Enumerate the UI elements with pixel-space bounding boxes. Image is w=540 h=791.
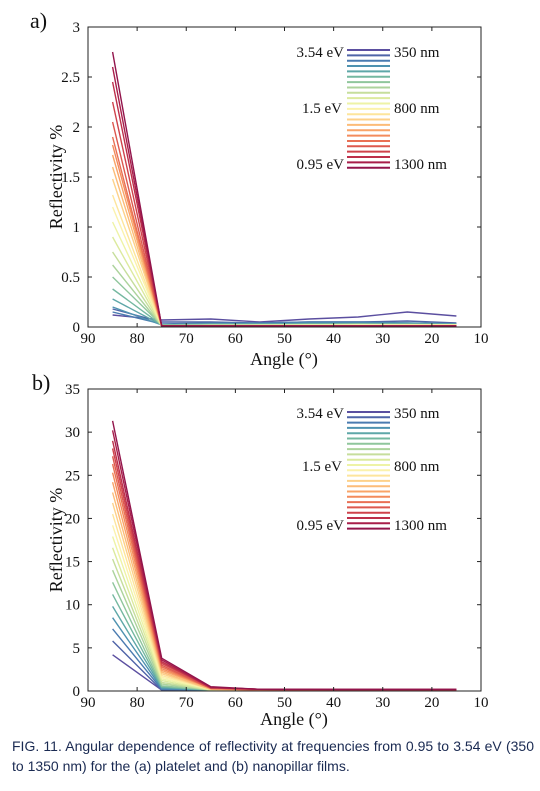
series-line-a-11: [111, 206, 457, 327]
y-tick-label-a: 2: [73, 120, 81, 136]
x-tick-label-b: 90: [81, 695, 96, 711]
series-line-a-6: [112, 276, 457, 326]
panel-b-legend: 3.54 eV 350 nm 1.5 eV 800 nm 0.95 eV 130…: [297, 406, 448, 534]
panel-b-ylabel: Reflectivity %: [46, 488, 66, 592]
panel-b: b) 90 80 70 60 50 40 30 20 10 0 5 10 15 20 25 30 35 Angl…: [32, 370, 489, 730]
legend-a-top-right: 350 nm: [394, 45, 440, 61]
panel-b-ticks: 90 80 70 60 50 40 30 20 10 0 5 10 15 20 25 30 35: [65, 382, 489, 711]
y-tick-label-b: 30: [65, 425, 80, 441]
x-tick-label-a: 60: [228, 331, 243, 347]
x-tick-label-b: 50: [277, 695, 292, 711]
panel-a-series: [111, 51, 457, 327]
series-line-b-20: [111, 440, 457, 691]
y-tick-label-b: 10: [65, 598, 80, 614]
x-tick-label-a: 90: [81, 331, 96, 347]
legend-a-bottom-right: 1300 nm: [394, 157, 447, 173]
legend-b-top-right: 350 nm: [394, 406, 440, 422]
legend-b-bottom-right: 1300 nm: [394, 518, 447, 534]
x-tick-label-a: 20: [424, 331, 439, 347]
panel-a-ticks: 90 80 70 60 50 40 30 20 10 0 0.5 1 1.5 2 2.5 3: [61, 20, 488, 347]
series-line-b-10: [111, 536, 457, 691]
series-line-a-7: [112, 264, 457, 327]
series-line-a-13: [111, 178, 457, 327]
panel-a-legend: 3.54 eV 350 nm 1.5 eV 800 nm 0.95 eV 130…: [297, 45, 448, 173]
x-tick-label-a: 80: [130, 331, 145, 347]
series-line-a-22: [111, 51, 457, 327]
panel-a-xlabel: Angle (°): [250, 349, 318, 370]
legend-b-mid-left: 1.5 eV: [302, 459, 342, 475]
legend-b-bottom-left: 0.95 eV: [297, 518, 345, 534]
x-tick-label-b: 60: [228, 695, 243, 711]
x-tick-label-b: 30: [375, 695, 390, 711]
y-tick-label-b: 15: [65, 555, 80, 571]
y-tick-label-b: 35: [65, 382, 80, 398]
x-tick-label-a: 50: [277, 331, 292, 347]
figure-caption: FIG. 11. Angular dependence of reflectiv…: [12, 738, 534, 774]
y-tick-label-b: 5: [73, 641, 81, 657]
series-line-b-18: [111, 456, 457, 691]
panel-label-b: b): [32, 370, 50, 395]
x-tick-label-b: 20: [424, 695, 439, 711]
series-line-a-12: [111, 194, 457, 327]
x-tick-label-a: 10: [474, 331, 489, 347]
panel-label-a: a): [30, 8, 47, 33]
legend-a-mid-right: 800 nm: [394, 101, 440, 117]
series-line-a-15: [111, 154, 457, 327]
y-tick-label-a: 2.5: [61, 70, 80, 86]
series-line-b-8: [111, 558, 457, 691]
x-tick-label-a: 40: [326, 331, 341, 347]
legend-b-mid-right: 800 nm: [394, 459, 440, 475]
series-line-a-20: [111, 81, 457, 327]
series-line-b-7: [111, 569, 457, 691]
legend-a-mid-left: 1.5 eV: [302, 101, 342, 117]
y-tick-label-a: 0.5: [61, 270, 80, 286]
legend-a-top-left: 3.54 eV: [297, 45, 345, 61]
legend-a-bottom-left: 0.95 eV: [297, 157, 345, 173]
series-line-a-10: [111, 221, 457, 327]
series-line-b-17: [111, 463, 457, 691]
y-tick-label-a: 3: [73, 20, 81, 36]
series-line-b-19: [111, 448, 457, 691]
y-tick-label-b: 20: [65, 511, 80, 527]
y-tick-label-a: 0: [73, 320, 81, 336]
panel-a-ylabel: Reflectivity %: [46, 125, 66, 229]
x-tick-label-a: 70: [179, 331, 194, 347]
series-line-a-19: [111, 101, 457, 327]
x-tick-label-b: 10: [474, 695, 489, 711]
x-tick-label-a: 30: [375, 331, 390, 347]
y-tick-label-a: 1: [73, 220, 81, 236]
series-line-a-14: [111, 166, 457, 327]
y-tick-label-a: 1.5: [61, 170, 80, 186]
series-line-a-18: [111, 121, 457, 327]
panel-b-xlabel: Angle (°): [260, 709, 328, 730]
x-tick-label-b: 40: [326, 695, 341, 711]
legend-b-top-left: 3.54 eV: [297, 406, 345, 422]
series-line-a-8: [112, 251, 457, 327]
series-line-b-16: [111, 472, 457, 691]
series-line-a-0: [112, 311, 457, 323]
panel-a: a) 90 80 70 60 50 40 30 20 10 0 0.5 1 1.5 2 2.5 3 Angle…: [30, 8, 489, 370]
y-tick-label-b: 0: [73, 684, 81, 700]
x-tick-label-b: 70: [179, 695, 194, 711]
x-tick-label-b: 80: [130, 695, 145, 711]
y-tick-label-b: 25: [65, 468, 80, 484]
series-line-b-9: [111, 547, 457, 691]
